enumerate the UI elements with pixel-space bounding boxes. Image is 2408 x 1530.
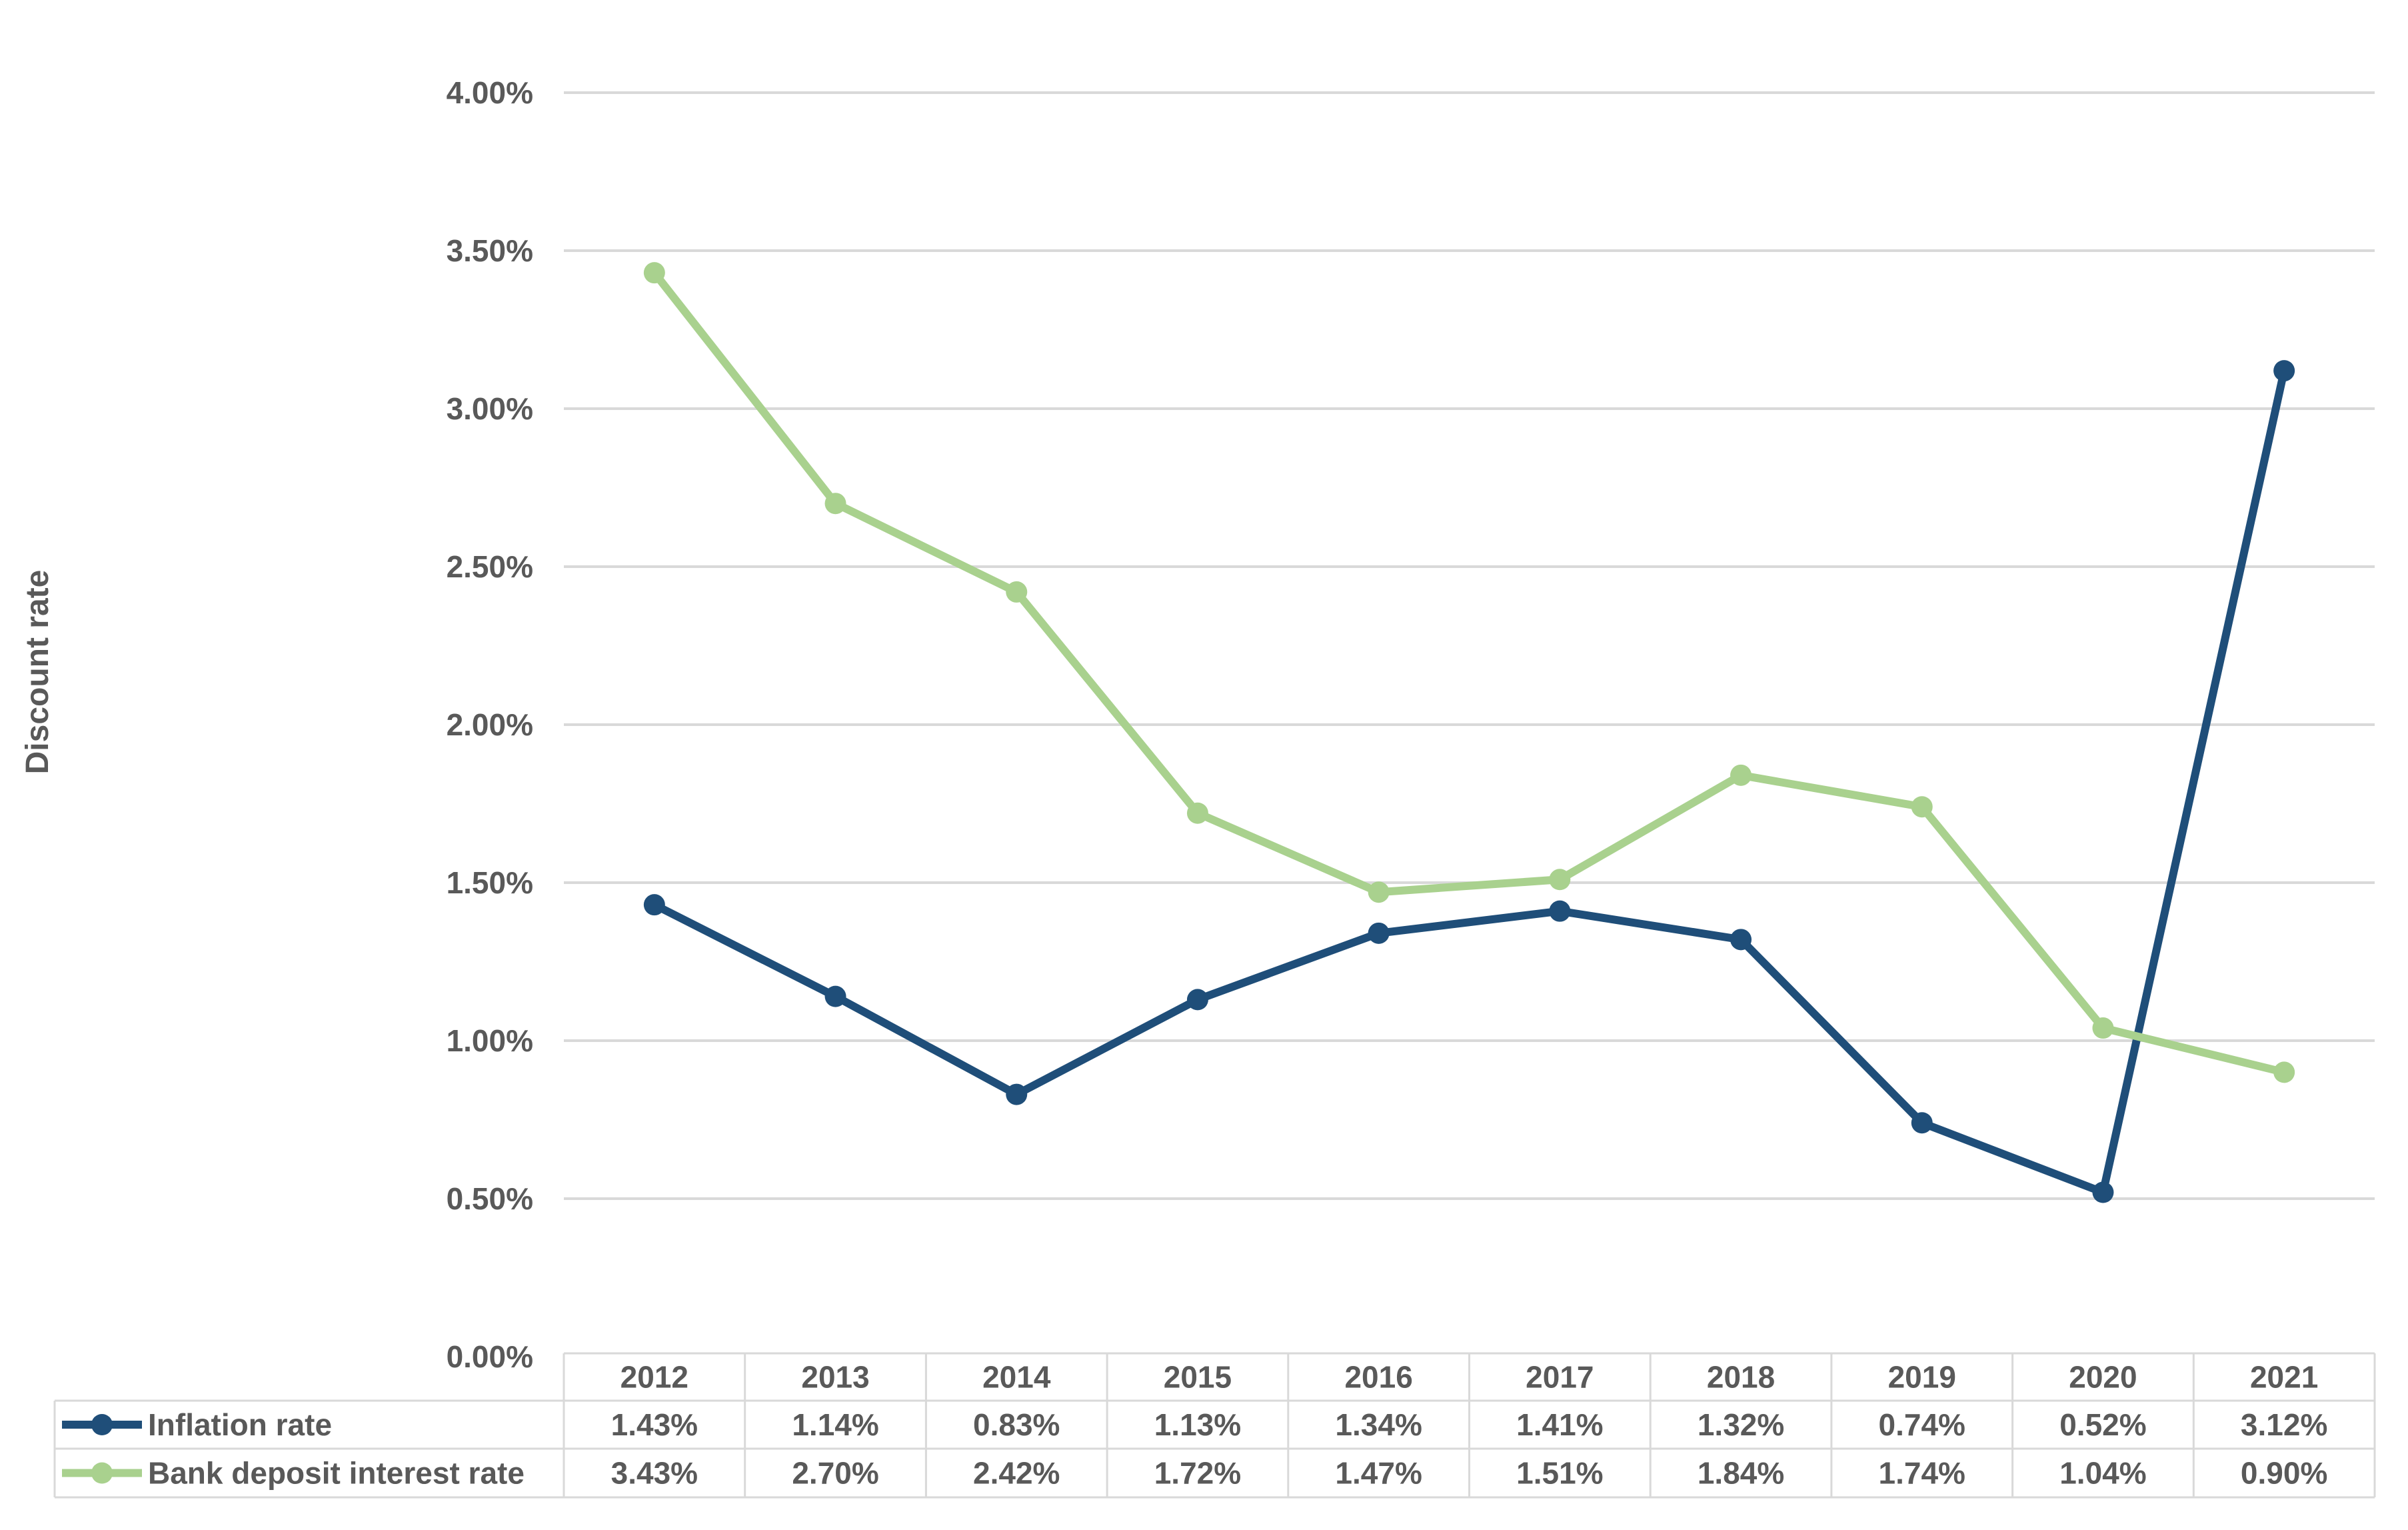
data-point-bank-deposit-interest-rate [1368,881,1390,903]
data-point-bank-deposit-interest-rate [1911,796,1933,818]
year-header-cell: 2020 [2069,1360,2137,1395]
value-cell-bank-deposit-interest-rate: 2.70% [792,1456,878,1491]
year-header-cell: 2018 [1707,1360,1775,1395]
year-header-cell: 2014 [982,1360,1051,1395]
value-cell-inflation-rate: 0.83% [973,1407,1060,1442]
value-cell-bank-deposit-interest-rate: 1.84% [1698,1456,1784,1491]
data-point-bank-deposit-interest-rate [1549,869,1571,891]
legend-key-marker-inflation-rate [91,1414,113,1435]
data-point-inflation-rate [824,985,846,1007]
series-line-inflation-rate [650,367,2289,1197]
data-point-bank-deposit-interest-rate [1730,764,1752,786]
y-axis-tick-label: 0.50% [447,1181,533,1216]
value-cell-bank-deposit-interest-rate: 1.72% [1154,1456,1241,1491]
y-axis-title: Discount rate [20,570,55,775]
data-point-inflation-rate [2092,1181,2114,1203]
y-axis-tick-label: 2.00% [447,707,533,742]
year-header-cell: 2016 [1344,1360,1412,1395]
data-point-inflation-rate [1911,1112,1933,1134]
legend-series-label: Bank deposit interest rate [148,1456,525,1491]
y-axis-tick-label: 4.00% [447,75,533,110]
y-axis-tick-label: 3.00% [447,391,533,426]
year-header-cell: 2021 [2250,1360,2318,1395]
legend: Inflation rate Bank deposit interest rate [62,1407,525,1491]
value-cell-inflation-rate: 1.41% [1516,1407,1603,1442]
value-cell-inflation-rate: 1.13% [1154,1407,1241,1442]
value-cell-bank-deposit-interest-rate: 1.51% [1516,1456,1603,1491]
legend-key-marker-bank-deposit-interest-rate [91,1462,113,1484]
value-cell-bank-deposit-interest-rate: 3.43% [611,1456,698,1491]
data-point-bank-deposit-interest-rate [2273,1061,2295,1083]
value-cell-bank-deposit-interest-rate: 1.04% [2059,1456,2146,1491]
data-point-bank-deposit-interest-rate [824,493,846,515]
value-cell-bank-deposit-interest-rate: 1.74% [1879,1456,1965,1491]
value-cell-inflation-rate: 0.74% [1879,1407,1965,1442]
value-cell-bank-deposit-interest-rate: 2.42% [973,1456,1060,1491]
data-point-inflation-rate [2273,360,2295,382]
year-header-cell: 2013 [801,1360,869,1395]
data-point-inflation-rate [643,894,665,916]
y-axis-tick-label: 1.50% [447,865,533,900]
value-cell-inflation-rate: 1.14% [792,1407,878,1442]
year-header-cell: 2012 [620,1360,688,1395]
y-axis-tick-labels: 0.00% 0.50% 1.00% 1.50% 2.00% 2.50% 3.00% 3.50%… [447,75,533,1374]
value-cell-bank-deposit-interest-rate: 0.90% [2241,1456,2327,1491]
series-group [643,262,2295,1203]
year-header-cell: 2019 [1888,1360,1956,1395]
value-cell-inflation-rate: 1.32% [1698,1407,1784,1442]
value-cell-inflation-rate: 1.43% [611,1407,698,1442]
y-axis-tick-label: 0.00% [447,1339,533,1374]
data-table [53,1352,2376,1499]
data-point-inflation-rate [1730,929,1752,951]
data-point-bank-deposit-interest-rate [2092,1017,2114,1039]
y-axis-tick-label: 2.50% [447,549,533,584]
data-point-bank-deposit-interest-rate [1186,802,1208,824]
year-header-cell: 2015 [1164,1360,1232,1395]
data-point-inflation-rate [1549,900,1571,922]
year-header-cell: 2017 [1526,1360,1594,1395]
value-cell-inflation-rate: 1.34% [1335,1407,1422,1442]
legend-series-label: Inflation rate [148,1407,332,1442]
data-point-bank-deposit-interest-rate [643,262,665,284]
series-line-bank-deposit-interest-rate [650,269,2289,1077]
value-cell-bank-deposit-interest-rate: 1.47% [1335,1456,1422,1491]
y-axis-tick-label: 3.50% [447,233,533,268]
data-point-inflation-rate [1186,989,1208,1011]
value-cell-inflation-rate: 3.12% [2241,1407,2327,1442]
data-point-bank-deposit-interest-rate [1006,581,1028,603]
data-table-text: 2012 2013 2014 2015 2016 2017 2018 2019 2020 2021… [611,1360,2328,1491]
y-axis-tick-label: 1.00% [447,1023,533,1058]
value-cell-inflation-rate: 0.52% [2059,1407,2146,1442]
data-point-inflation-rate [1006,1083,1028,1105]
data-point-inflation-rate [1368,922,1390,944]
